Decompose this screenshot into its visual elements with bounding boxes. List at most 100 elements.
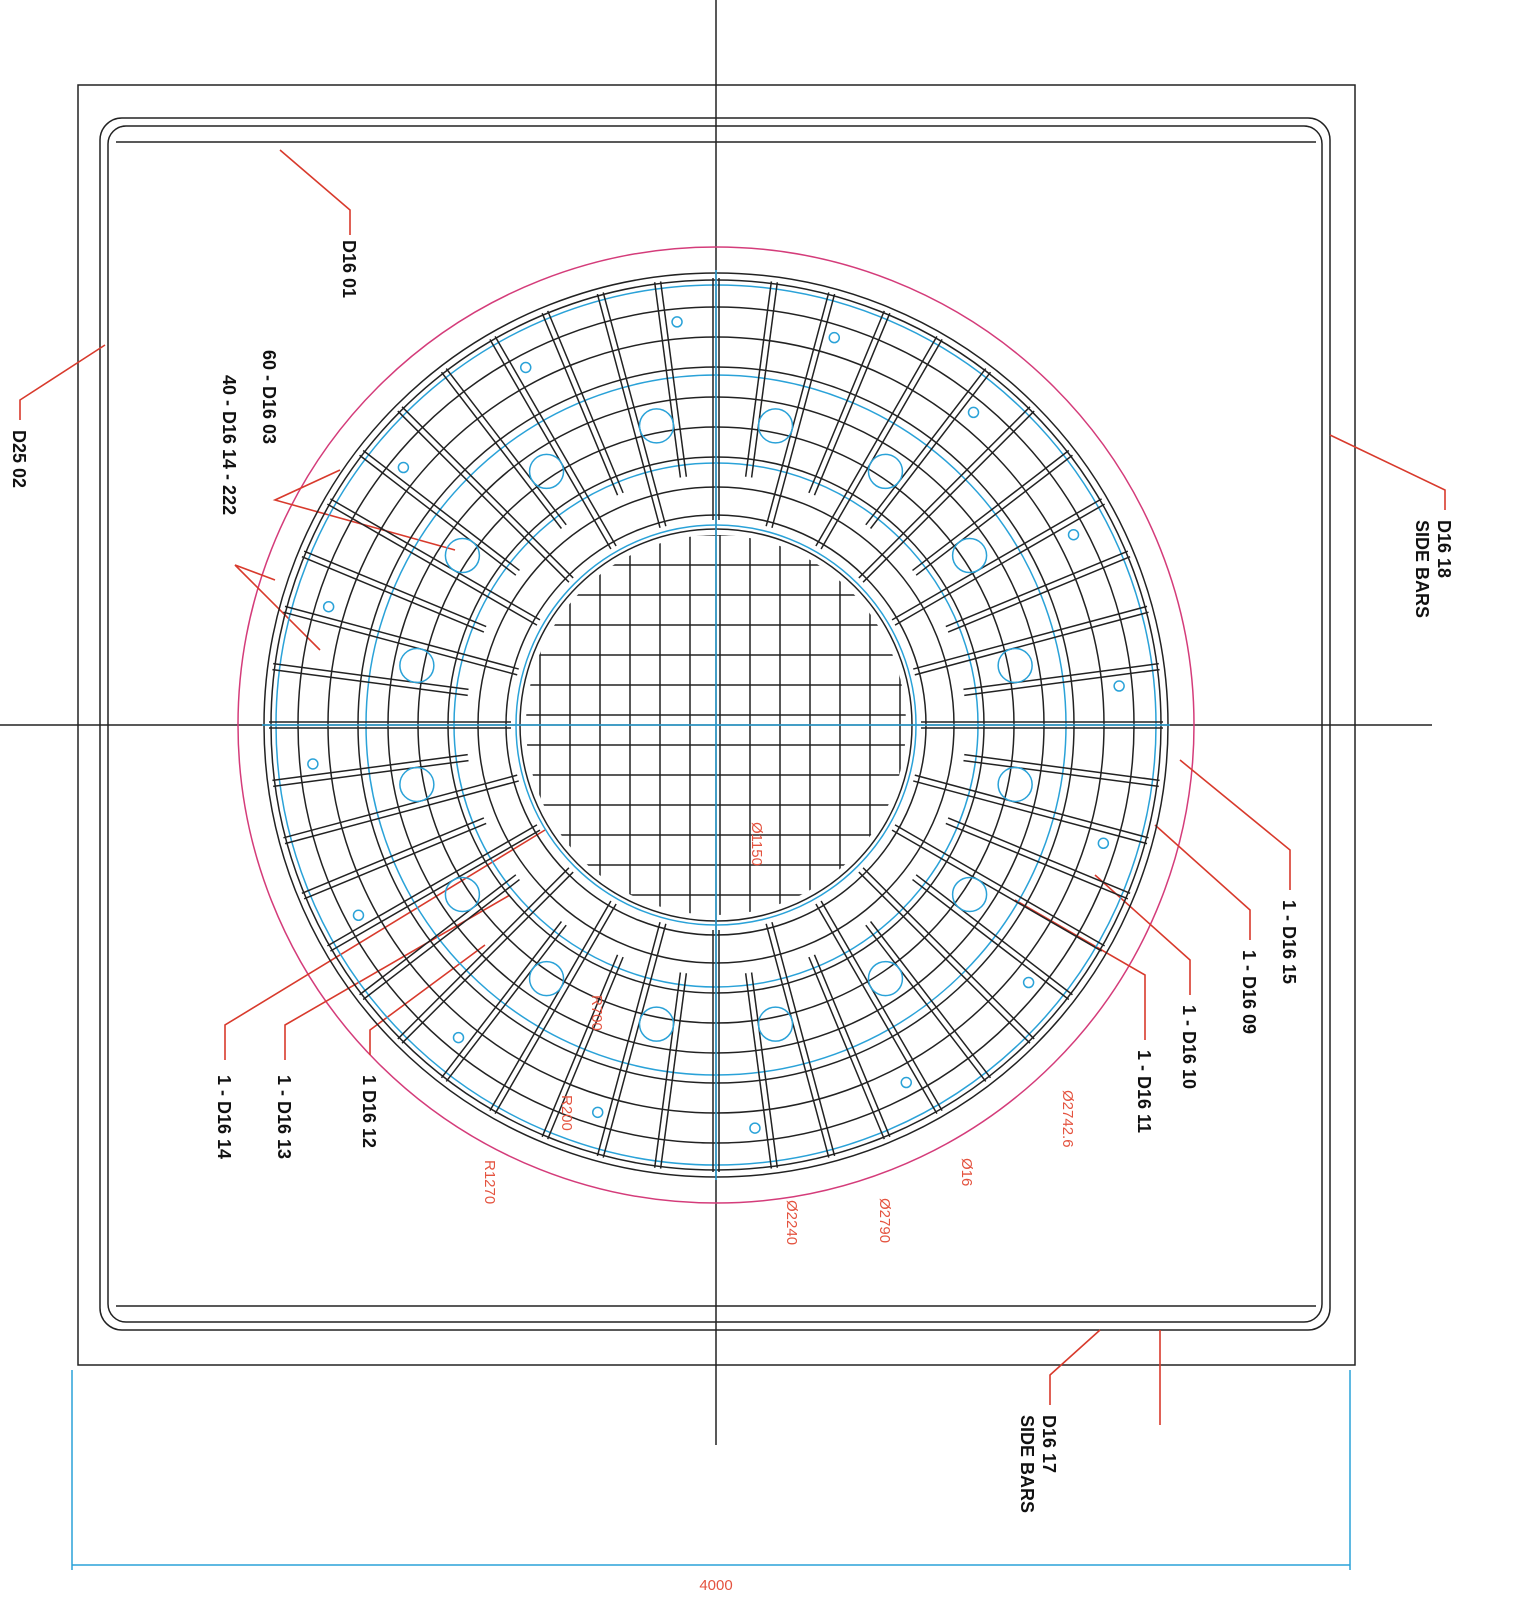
anchor-hole xyxy=(399,766,435,803)
dimension-text: Ø2790 xyxy=(876,1198,893,1243)
radial-bar xyxy=(750,972,779,1168)
radial-bar xyxy=(913,605,1148,670)
geometry xyxy=(0,0,1446,1570)
bar-label: 1 - D16 09 xyxy=(1239,950,1259,1034)
anchor-hole xyxy=(519,361,532,374)
anchor-hole xyxy=(757,1006,794,1042)
anchor-hole xyxy=(444,537,481,574)
radial-bar xyxy=(327,824,538,947)
radial-bar xyxy=(494,336,617,547)
radial-bar xyxy=(596,293,661,528)
bar-label: D25 02 xyxy=(9,430,29,488)
radial-bar xyxy=(894,824,1105,947)
bar-label: 1 - D16 10 xyxy=(1179,1005,1199,1089)
radial-bar xyxy=(494,903,617,1114)
radial-bar xyxy=(963,759,1159,788)
leader xyxy=(19,344,106,420)
anchor-hole xyxy=(638,408,675,444)
radial-bar xyxy=(659,281,688,477)
leader xyxy=(234,564,321,651)
bar-label: D16 18 xyxy=(1434,520,1454,578)
radial-bar xyxy=(813,954,891,1138)
radial-bar xyxy=(915,454,1073,576)
radial-bar xyxy=(359,874,517,996)
radial-bar xyxy=(445,368,567,526)
bar-label: 1 - D16 15 xyxy=(1279,900,1299,984)
radial-bar xyxy=(862,867,1035,1040)
radial-bar xyxy=(362,449,520,572)
radial-bar xyxy=(541,954,619,1138)
radial-bar xyxy=(489,339,612,550)
anchor-hole xyxy=(591,1106,604,1119)
anchor-hole xyxy=(757,408,794,444)
anchor-hole xyxy=(951,537,988,574)
radial-bar xyxy=(891,829,1102,952)
anchor-hole xyxy=(1022,976,1035,989)
anchor-hole xyxy=(951,876,988,913)
anchor-hole xyxy=(444,876,481,913)
radial-bar xyxy=(596,922,661,1157)
radial-bar xyxy=(912,878,1070,1001)
radial-bar xyxy=(808,956,885,1140)
anchor-hole xyxy=(967,406,980,419)
radial-bar xyxy=(820,900,943,1111)
anchor-hole xyxy=(1097,837,1110,850)
radial-bar xyxy=(541,312,619,496)
radial-bar xyxy=(283,611,518,676)
radial-bar xyxy=(963,662,1159,691)
radial-bar xyxy=(283,774,518,839)
dimension-text: R1270 xyxy=(481,1160,498,1204)
radial-bar xyxy=(445,924,567,1082)
anchor-hole xyxy=(997,766,1033,803)
radial-bar xyxy=(964,753,1160,782)
anchor-hole xyxy=(322,600,335,613)
bar-note: SIDE BARS xyxy=(1017,1415,1037,1513)
slab-outline xyxy=(77,84,1356,1366)
radial-bar xyxy=(744,281,773,477)
radial-bar xyxy=(273,759,469,788)
radial-bar xyxy=(401,871,574,1044)
dimension-text: Ø16 xyxy=(958,1158,975,1186)
radial-bar xyxy=(547,310,624,494)
anchor-hole xyxy=(828,331,841,344)
anchor-hole xyxy=(867,453,904,490)
radial-bar xyxy=(894,503,1105,626)
radial-bar xyxy=(869,371,992,529)
anchor-hole xyxy=(528,453,565,490)
anchor-hole xyxy=(867,960,904,997)
radial-bar xyxy=(301,817,485,894)
radial-bar xyxy=(272,753,468,782)
anchor-hole xyxy=(399,647,435,684)
dimension-text: Ø1150 xyxy=(748,822,765,866)
radial-bar xyxy=(489,900,612,1111)
leader xyxy=(1329,434,1446,510)
radial-bar xyxy=(771,293,836,528)
leader xyxy=(1154,824,1251,940)
dimension-text: Ø2742.6 xyxy=(1059,1090,1076,1148)
leader xyxy=(284,894,511,1060)
leader xyxy=(1094,874,1191,995)
radial-bar xyxy=(869,921,992,1079)
outer-circle xyxy=(237,246,1195,1204)
radial-bar xyxy=(359,454,517,576)
anchor-hole xyxy=(397,461,410,474)
radial-bar xyxy=(330,829,541,952)
anchor-hole xyxy=(997,647,1033,684)
dimension-text: R700 xyxy=(588,995,605,1031)
radial-bar xyxy=(815,336,938,547)
radial-bar xyxy=(397,410,570,583)
bar-label: 1 - D16 14 xyxy=(214,1075,234,1159)
anchor-hole xyxy=(528,960,565,997)
anchor-hole xyxy=(452,1031,465,1044)
bar-label: 60 - D16 03 xyxy=(259,350,279,444)
radial-bar xyxy=(912,449,1070,572)
bar-label: 1 - D16 11 xyxy=(1134,1050,1154,1133)
radial-bar xyxy=(303,822,487,900)
radial-bar xyxy=(303,550,487,628)
radial-bar xyxy=(659,973,688,1169)
side-bar xyxy=(107,125,1323,1323)
leader xyxy=(1049,1329,1101,1405)
radial-bar xyxy=(945,822,1129,900)
radial-bar xyxy=(914,611,1149,676)
